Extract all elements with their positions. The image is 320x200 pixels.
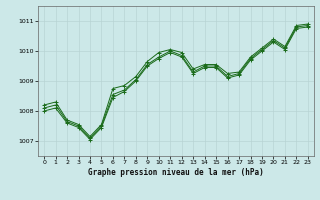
X-axis label: Graphe pression niveau de la mer (hPa): Graphe pression niveau de la mer (hPa): [88, 168, 264, 177]
